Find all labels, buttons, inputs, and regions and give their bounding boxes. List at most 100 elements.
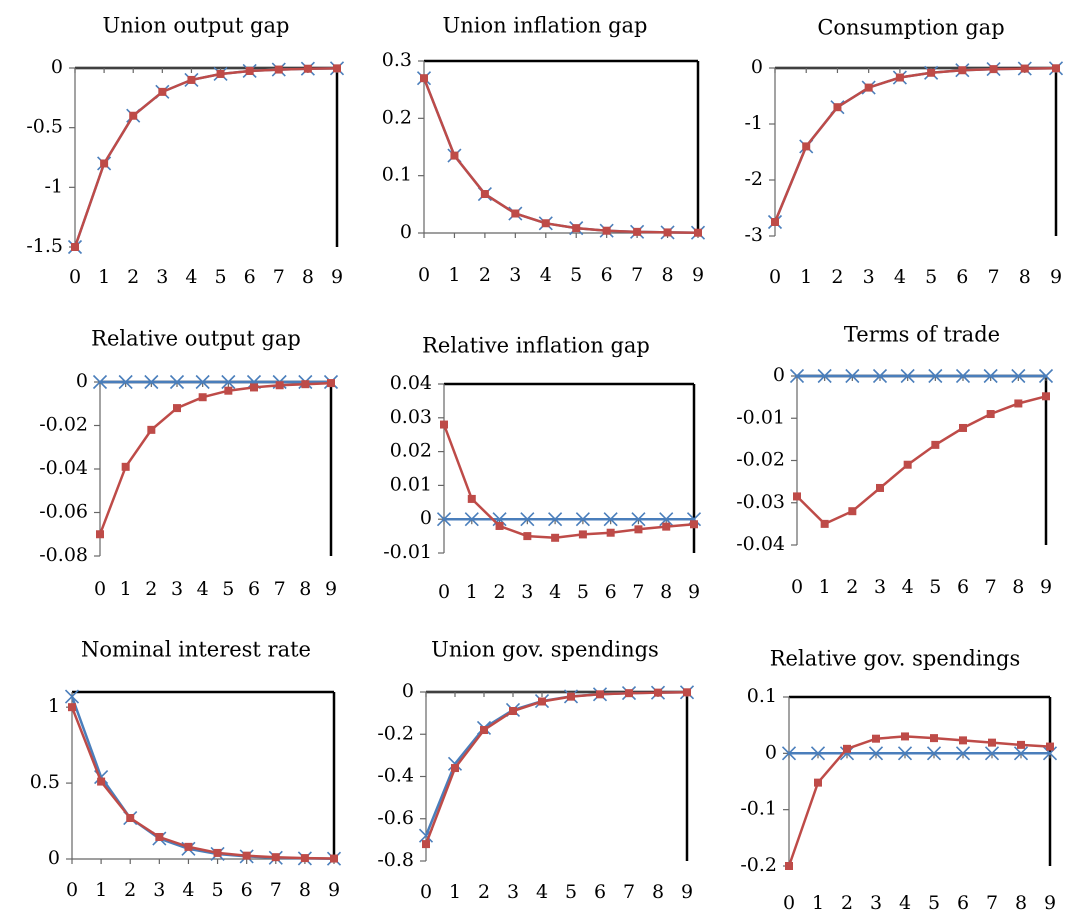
x-tick-label: 3 (171, 578, 183, 600)
x-tick-label: 9 (331, 266, 343, 288)
series-2-point (245, 66, 254, 75)
x-tick-label: 2 (124, 879, 136, 901)
x-tick-label: 4 (185, 266, 197, 288)
panel-title: Consumption gap (817, 16, 1004, 40)
series-2-point (606, 528, 615, 537)
series-2-point (872, 734, 880, 743)
series-2-point (895, 73, 904, 82)
x-tick-label: 9 (692, 264, 704, 286)
series-2-point (271, 853, 280, 862)
series-2-point (242, 851, 251, 860)
x-marker-stroke (781, 746, 797, 761)
x-tick-label: 6 (244, 266, 256, 288)
y-tick-label: 1 (48, 695, 60, 717)
x-tick-label: 7 (986, 892, 998, 914)
series-2-line (442, 424, 695, 540)
x-tick-label: 7 (631, 264, 643, 286)
x-tick-label: 4 (902, 576, 914, 598)
series-1-point (464, 512, 479, 527)
x-tick-label: 6 (956, 266, 968, 288)
series-1-point (548, 512, 563, 527)
series-1-point (983, 368, 998, 384)
x-tick-label: 9 (688, 581, 700, 603)
x-tick-label: 8 (299, 879, 311, 901)
series-2-point (625, 689, 633, 698)
series-2-point (633, 227, 642, 236)
y-tick-label: -0.08 (39, 544, 88, 566)
y-tick-label: 0.02 (390, 440, 432, 462)
x-tick-label: 4 (894, 266, 906, 288)
x-tick-label: 2 (831, 266, 843, 288)
x-tick-label: 1 (800, 266, 812, 288)
series-2-point (155, 832, 164, 841)
y-tick-label: 0.01 (390, 473, 432, 495)
y-tick-label: 0.04 (390, 372, 432, 394)
series-2-point (663, 228, 672, 237)
series-2-point (301, 380, 310, 389)
panel-title: Nominal interest rate (81, 638, 311, 662)
x-tick-label: 8 (302, 266, 314, 288)
x-tick-label: 9 (1044, 892, 1056, 914)
series-2-point (121, 462, 130, 471)
series-1-line (424, 691, 688, 837)
series-1-point (1038, 368, 1054, 384)
x-tick-label: 6 (957, 576, 969, 598)
x-tick-label: 5 (570, 264, 582, 286)
x-marker-stroke (436, 512, 452, 527)
series-1-point (928, 368, 943, 384)
x-marker-stroke (845, 368, 860, 384)
x-tick-label: 6 (241, 879, 253, 901)
x-tick-label: 3 (156, 266, 168, 288)
x-marker-stroke (868, 746, 884, 761)
y-tick-label: -0.04 (736, 533, 785, 555)
x-marker-stroke (955, 368, 971, 384)
y-tick-label: -0.6 (377, 807, 414, 829)
series-1-line (422, 77, 699, 234)
y-tick-label: 0 (402, 680, 414, 702)
series-2-point (931, 440, 940, 449)
x-tick-label: 7 (988, 266, 1000, 288)
series-2-point (213, 848, 222, 857)
x-tick-label: 2 (846, 576, 858, 598)
series-2-point (538, 697, 546, 706)
x-tick-label: 5 (928, 892, 940, 914)
series-2-point (683, 688, 691, 697)
y-tick-label: 0 (400, 221, 412, 243)
series-2-point (876, 483, 884, 492)
series-1-point (897, 746, 913, 761)
x-tick-label: 6 (605, 581, 617, 603)
series-2-point (578, 530, 587, 539)
series-2-point (927, 68, 936, 77)
y-tick-label: -3 (744, 224, 763, 246)
x-tick-label: 2 (478, 881, 490, 903)
series-1-point (868, 746, 884, 761)
series-2-point (511, 209, 520, 218)
y-tick-label: -0.01 (736, 406, 785, 428)
x-tick-label: 8 (1015, 892, 1027, 914)
series-2-point (959, 736, 967, 745)
x-tick-label: 3 (521, 581, 533, 603)
y-tick-label: 0 (751, 56, 763, 78)
x-marker-stroke (169, 374, 185, 390)
series-1-point (520, 512, 535, 527)
series-2-point (158, 87, 167, 96)
series-2-line (422, 77, 699, 234)
x-tick-label: 5 (925, 266, 937, 288)
x-marker-stroke (926, 746, 942, 761)
x-marker-stroke (221, 374, 236, 390)
x-tick-label: 0 (769, 266, 781, 288)
x-tick-label: 1 (98, 266, 110, 288)
series-2-point (480, 726, 488, 735)
series-2-point (450, 151, 459, 160)
series-2-point (333, 64, 341, 73)
x-tick-label: 6 (957, 892, 969, 914)
x-tick-label: 9 (325, 578, 337, 600)
x-tick-label: 3 (507, 881, 519, 903)
series-1-point (781, 746, 797, 761)
panel-5: Relative inflation gap0.040.030.020.010-… (383, 334, 702, 603)
series-2-point (523, 532, 532, 541)
